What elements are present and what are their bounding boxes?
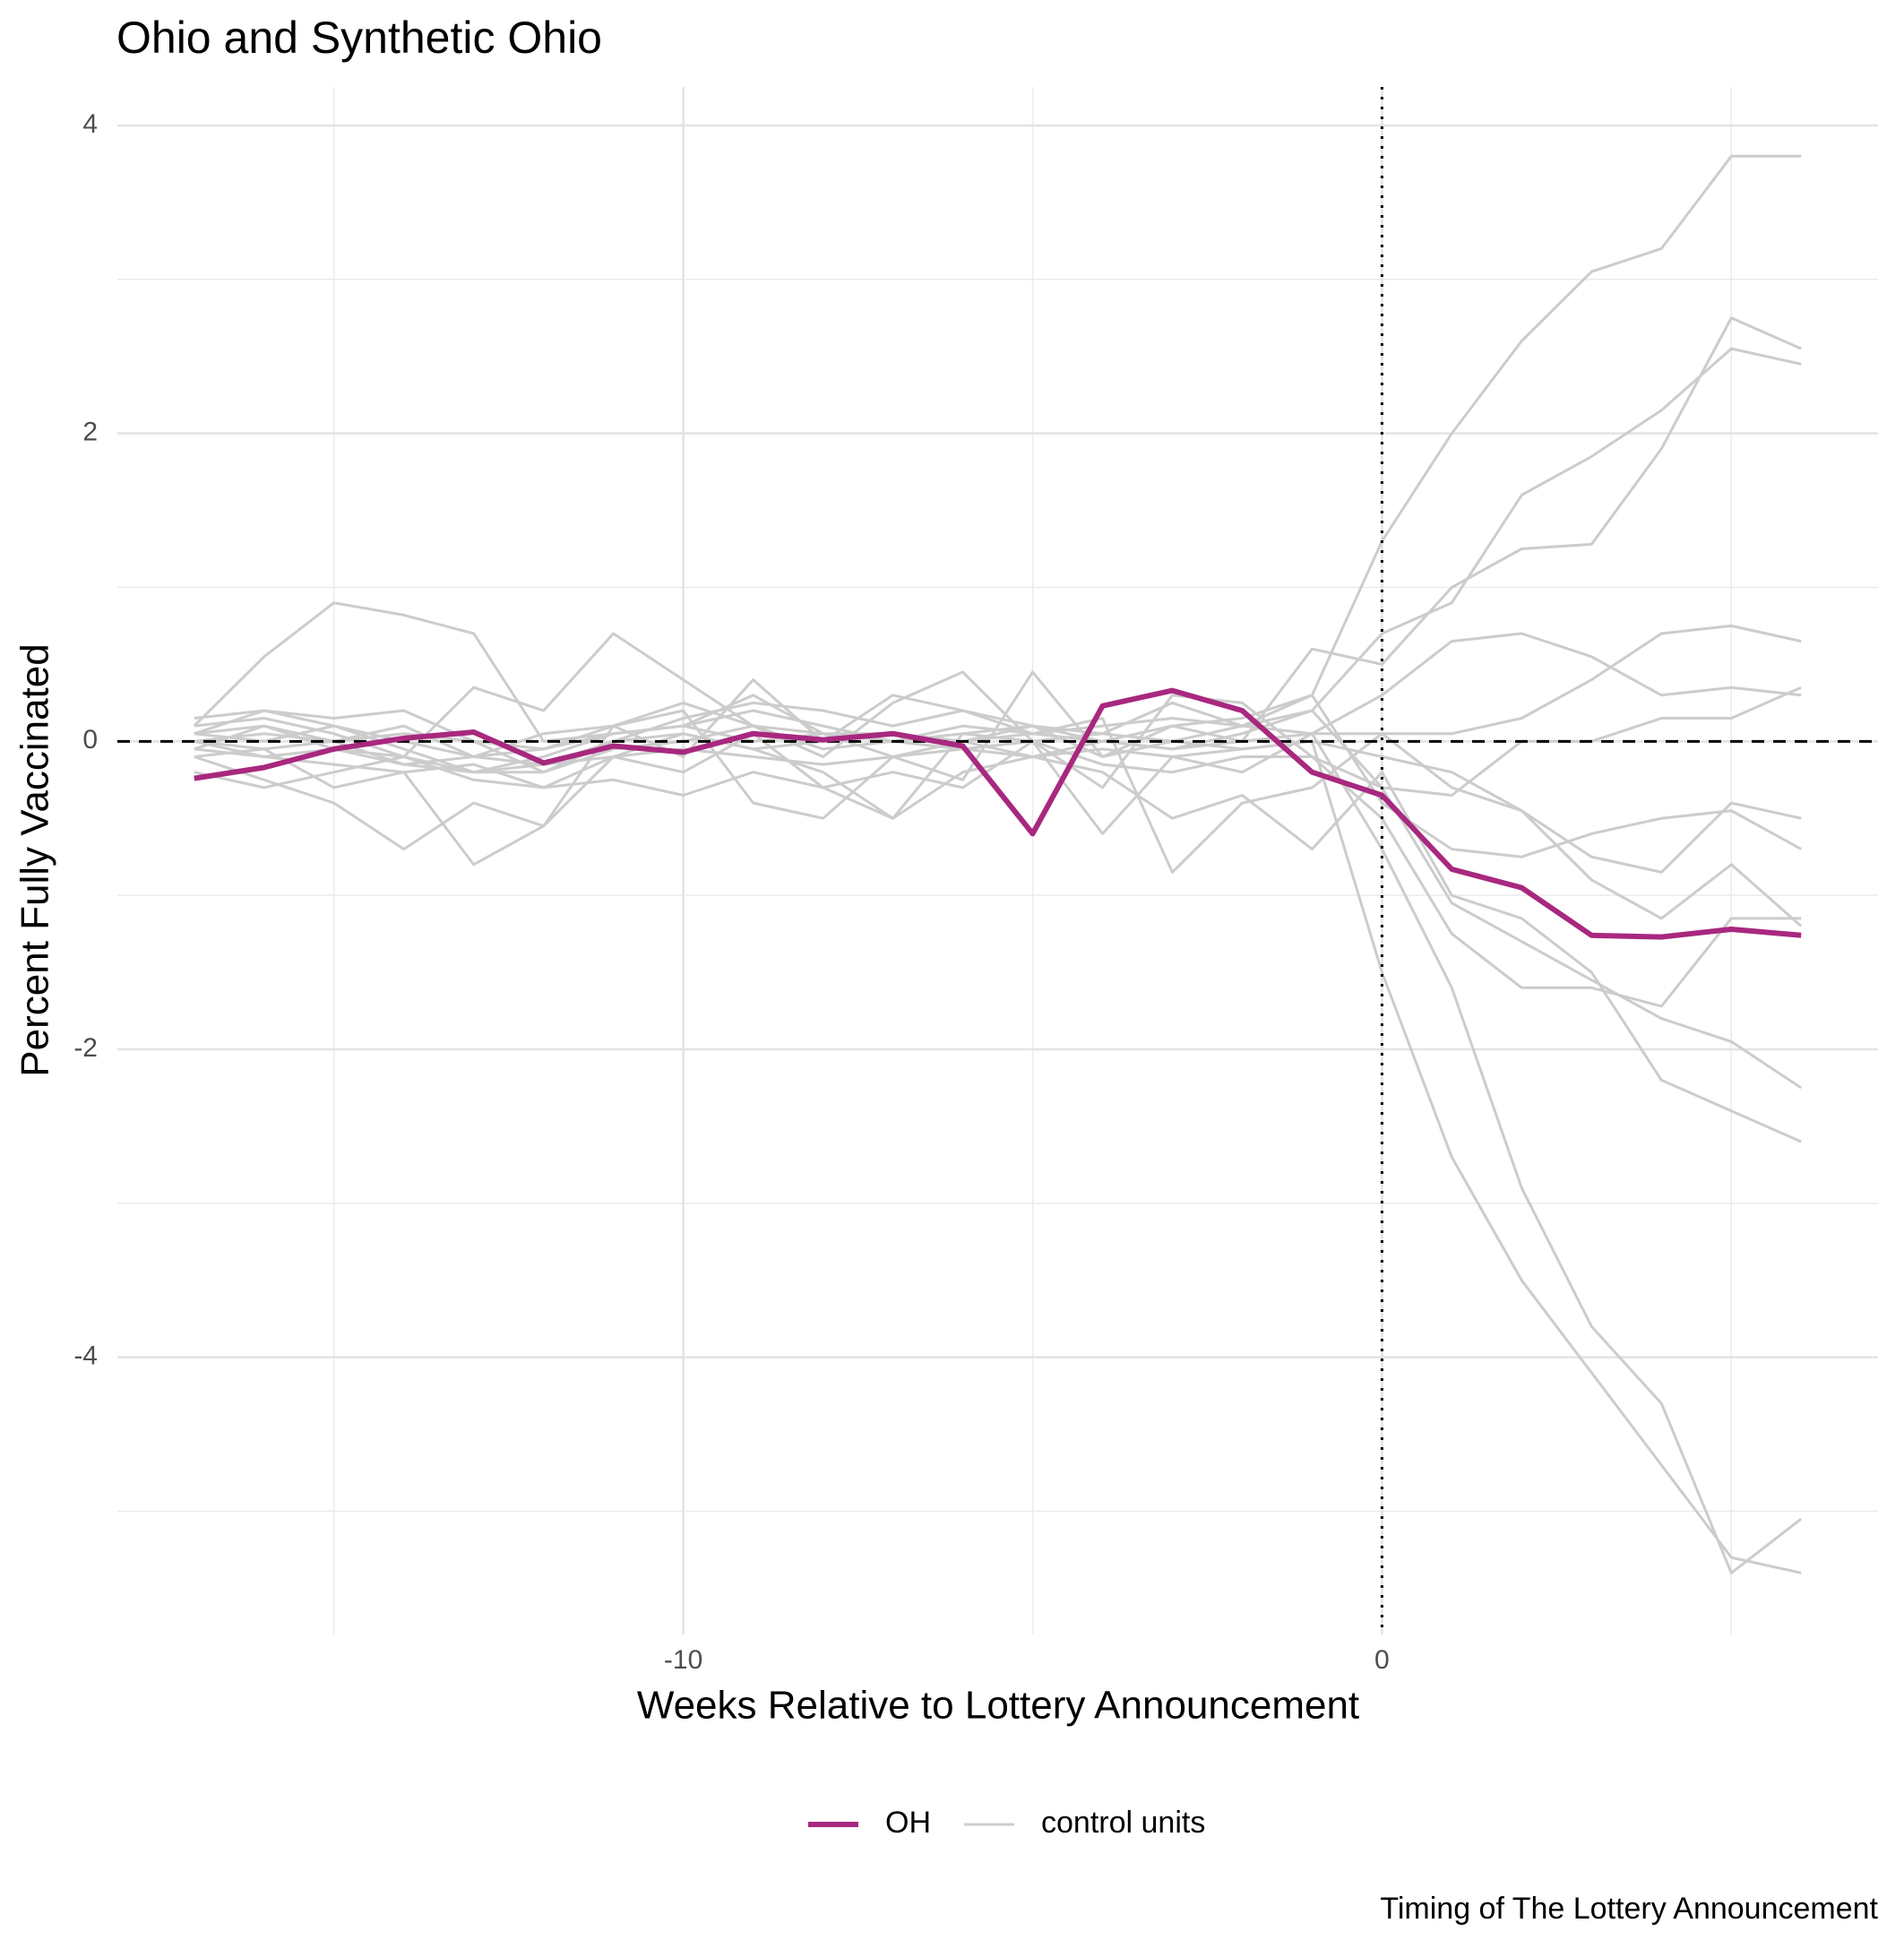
y-tick-label: -4	[73, 1341, 98, 1371]
legend-label: control units	[1041, 1806, 1205, 1840]
x-tick-label: -10	[664, 1645, 702, 1675]
chart-title: Ohio and Synthetic Ohio	[116, 13, 602, 63]
y-tick-label: 4	[82, 109, 98, 139]
control-line	[194, 724, 1803, 1574]
control-line	[194, 747, 1802, 1143]
y-tick-label: 0	[82, 725, 98, 755]
control-line	[194, 624, 1802, 874]
legend-label: OH	[885, 1806, 931, 1840]
control-line	[194, 632, 1802, 797]
control-line	[194, 739, 1803, 927]
control-line	[193, 316, 1802, 758]
control-line	[194, 701, 1803, 1090]
y-tick-label: -2	[73, 1033, 98, 1063]
y-tick-label: 2	[82, 418, 98, 447]
x-axis-title: Weeks Relative to Lottery Announcement	[637, 1684, 1359, 1728]
control-line	[194, 724, 1802, 1574]
x-tick-label: 0	[1374, 1645, 1390, 1675]
series-line	[194, 687, 1802, 940]
y-axis-title: Percent Fully Vaccinated	[13, 643, 57, 1076]
legend: OH control units	[808, 1806, 1205, 1840]
control-line	[194, 670, 1802, 858]
caption: Timing of The Lottery Announcement	[1380, 1892, 1878, 1926]
control-line	[194, 347, 1802, 758]
